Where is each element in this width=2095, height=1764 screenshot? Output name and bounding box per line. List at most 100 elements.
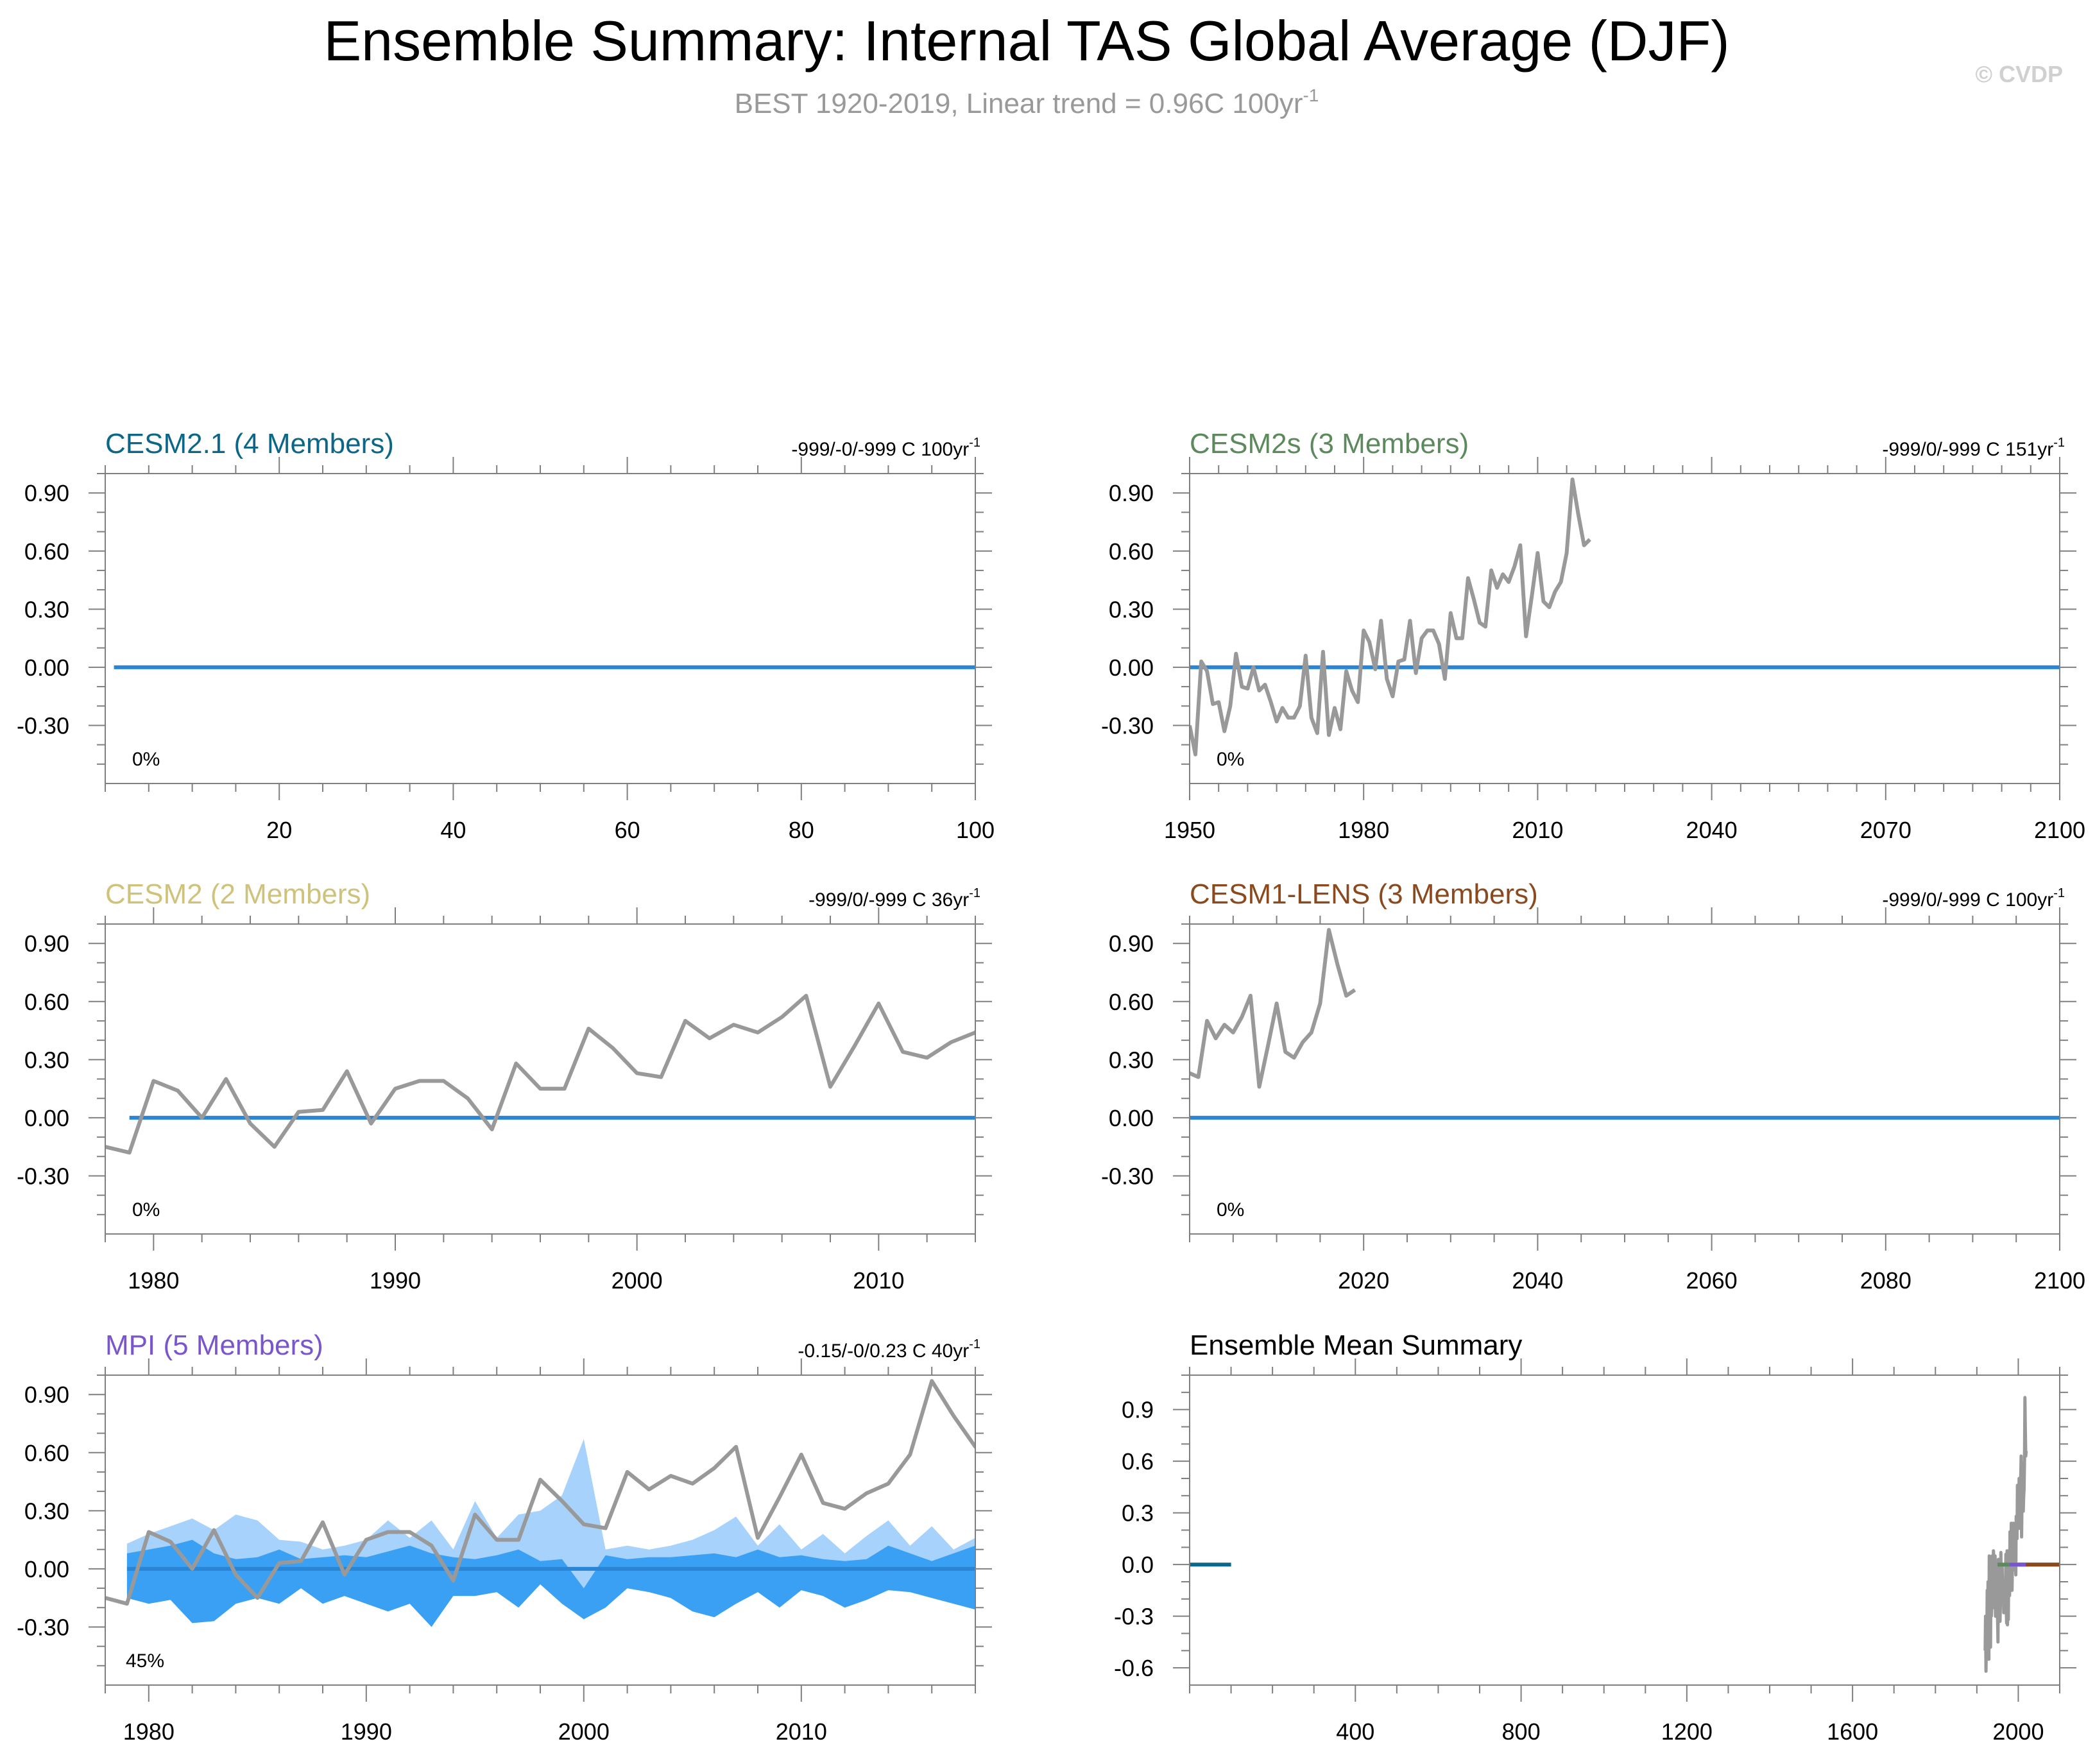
x-tick-label: 2000 (611, 1267, 663, 1294)
x-tick-label: 1980 (1338, 817, 1389, 843)
y-tick-label: 0.60 (1109, 989, 1154, 1015)
y-tick-label: -0.30 (17, 1163, 69, 1189)
chart-panel-2: CESM2s (3 Members) -999/0/-999 C 151yr-1 0… (1101, 428, 2085, 843)
panel-trend-value: -999/0/-999 C 151yr (1882, 439, 2053, 460)
panel-trend-text: -999/-0/-999 C 100yr-1 (791, 436, 980, 460)
y-tick-label: 0.30 (24, 1047, 69, 1073)
x-tick-label: 2040 (1512, 1267, 1563, 1294)
x-tick-label: 1600 (1827, 1718, 1878, 1745)
x-tick-label: 2010 (853, 1267, 904, 1294)
y-tick-label: 0.00 (24, 655, 69, 681)
percent-label: 0% (1217, 1199, 1244, 1220)
y-tick-label: 0.90 (24, 1382, 69, 1408)
x-tick-label: 40 (440, 817, 466, 843)
chart-panel-5: MPI (5 Members) -0.15/-0/0.23 C 40yr-1 45%… (17, 1330, 992, 1745)
chart-panel-4: CESM1-LENS (3 Members) -999/0/-999 C 100y… (1101, 878, 2085, 1294)
x-tick-label: 2080 (1860, 1267, 1911, 1294)
y-tick-label: 0.90 (1109, 930, 1154, 957)
x-tick-label: 2070 (1860, 817, 1911, 843)
chart-panel-3: CESM2 (2 Members) -999/0/-999 C 36yr-1 0% 0… (17, 878, 992, 1294)
y-tick-label: 0.00 (1109, 655, 1154, 681)
y-tick-label: -0.30 (1101, 1163, 1154, 1189)
figure-subtitle-text: BEST 1920-2019, Linear trend = 0.96C 100… (735, 88, 1303, 119)
panel-trend-text: -999/0/-999 C 151yr-1 (1882, 436, 2065, 460)
cvdp-watermark: © CVDP (1975, 61, 2063, 87)
observations-line (1190, 928, 1356, 1089)
panel-title: Ensemble Mean Summary (1190, 1330, 1522, 1361)
summary-observations-line (1983, 1396, 2028, 1673)
panel-trend-sup: -1 (2053, 886, 2065, 900)
x-tick-label: 80 (789, 817, 814, 843)
x-tick-label: 60 (615, 817, 640, 843)
y-tick-label: -0.30 (17, 712, 69, 739)
y-tick-label: 0.90 (1109, 480, 1154, 506)
panel-title: CESM2s (3 Members) (1190, 428, 1469, 459)
panel-trend-text: -0.15/-0/0.23 C 40yr-1 (798, 1337, 980, 1362)
panel-trend-text: -999/0/-999 C 100yr-1 (1882, 886, 2065, 911)
x-tick-label: 2020 (1338, 1267, 1389, 1294)
x-tick-label: 1990 (370, 1267, 421, 1294)
percent-label: 0% (132, 749, 160, 770)
figure-subtitle-sup: -1 (1303, 85, 1319, 105)
panels-container: CESM2.1 (4 Members) -999/-0/-999 C 100yr-… (17, 428, 2085, 1745)
percent-label: 0% (1217, 749, 1244, 770)
x-tick-label: 800 (1502, 1718, 1541, 1745)
y-tick-label: 0.00 (24, 1556, 69, 1582)
y-tick-label: 0.60 (1109, 538, 1154, 565)
y-tick-label: 0.60 (24, 989, 69, 1015)
x-tick-label: 2010 (776, 1718, 827, 1745)
panel-trend-value: -999/0/-999 C 100yr (1882, 889, 2053, 911)
observations-line (1190, 477, 1591, 757)
panel-trend-sup: -1 (969, 1337, 980, 1351)
panel-trend-sup: -1 (969, 886, 980, 900)
y-tick-label: -0.3 (1114, 1604, 1154, 1630)
panel-title: CESM2 (2 Members) (105, 878, 370, 910)
y-tick-label: 0.30 (24, 596, 69, 622)
x-tick-label: 2040 (1686, 817, 1738, 843)
panel-trend-sup: -1 (2053, 436, 2065, 450)
y-tick-label: 0.9 (1122, 1397, 1154, 1423)
x-tick-label: 2100 (2034, 1267, 2085, 1294)
panel-trend-sup: -1 (969, 436, 980, 450)
chart-panel-1: CESM2.1 (4 Members) -999/-0/-999 C 100yr-… (17, 428, 995, 843)
observations-line (105, 1379, 975, 1606)
panel-title: CESM2.1 (4 Members) (105, 428, 394, 459)
x-tick-label: 2000 (1992, 1718, 2044, 1745)
panel-trend-value: -999/0/-999 C 36yr (808, 889, 969, 911)
y-tick-label: 0.6 (1122, 1448, 1154, 1475)
x-tick-label: 1990 (341, 1718, 392, 1745)
y-tick-label: 0.30 (1109, 596, 1154, 622)
panel-title: CESM1-LENS (3 Members) (1190, 878, 1538, 910)
y-tick-label: 0.00 (1109, 1105, 1154, 1131)
x-tick-label: 2010 (1512, 817, 1563, 843)
y-tick-label: -0.6 (1114, 1655, 1154, 1681)
observations-line (105, 993, 975, 1155)
y-tick-label: 0.30 (1109, 1047, 1154, 1073)
figure-subtitle: BEST 1920-2019, Linear trend = 0.96C 100… (735, 85, 1319, 119)
y-tick-label: 0.60 (24, 1440, 69, 1466)
panel-title: MPI (5 Members) (105, 1330, 323, 1361)
percent-label: 45% (126, 1650, 164, 1672)
y-tick-label: 0.0 (1122, 1552, 1154, 1578)
y-tick-label: 0.60 (24, 538, 69, 565)
x-tick-label: 1980 (123, 1718, 175, 1745)
chart-panel-6: Ensemble Mean Summary 0.9 0.6 0.3 0.0 -0.3 -0.… (1114, 1330, 2076, 1745)
panel-trend-text: -999/0/-999 C 36yr-1 (808, 886, 980, 911)
panel-trend-value: -0.15/-0/0.23 C 40yr (798, 1340, 969, 1362)
x-tick-label: 1980 (128, 1267, 179, 1294)
x-tick-label: 400 (1336, 1718, 1374, 1745)
x-tick-label: 2060 (1686, 1267, 1738, 1294)
x-tick-label: 2000 (558, 1718, 610, 1745)
y-tick-label: -0.30 (17, 1614, 69, 1640)
x-tick-label: 2100 (2034, 817, 2085, 843)
y-tick-label: -0.30 (1101, 712, 1154, 739)
y-tick-label: 0.90 (24, 480, 69, 506)
x-tick-label: 20 (266, 817, 292, 843)
figure-title: Ensemble Summary: Internal TAS Global Av… (323, 9, 1729, 73)
x-tick-label: 100 (956, 817, 995, 843)
y-tick-label: 0.90 (24, 930, 69, 957)
x-tick-label: 1950 (1164, 817, 1215, 843)
y-tick-label: 0.30 (24, 1498, 69, 1524)
x-tick-label: 1200 (1661, 1718, 1713, 1745)
